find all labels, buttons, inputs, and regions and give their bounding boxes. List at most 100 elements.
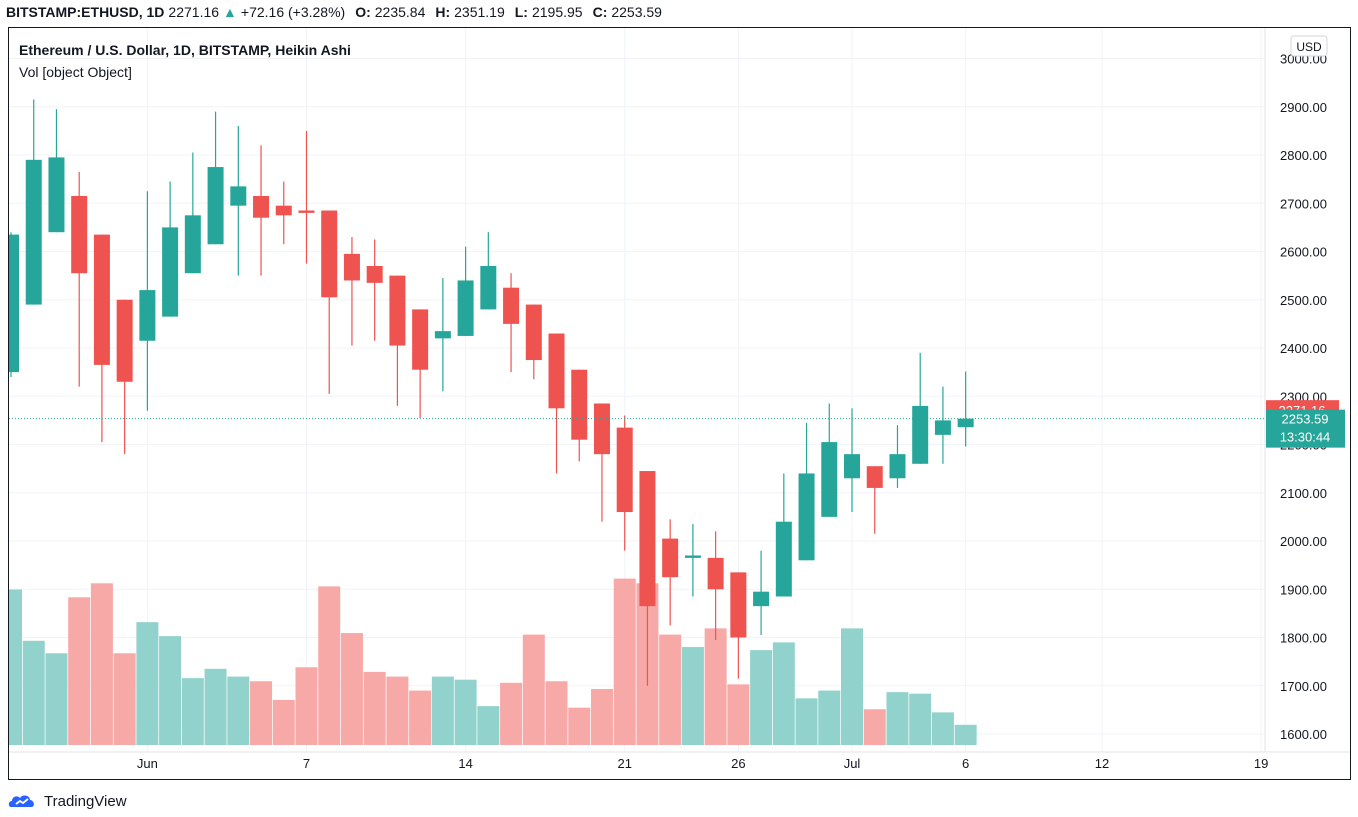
x-tick-label: 12	[1095, 756, 1109, 771]
candle-body	[389, 275, 406, 346]
y-tick-label: 2400.00	[1280, 341, 1327, 356]
volume-bar	[68, 597, 91, 745]
volume-bar	[590, 689, 613, 745]
volume-bar	[431, 676, 454, 745]
candle-body	[503, 287, 520, 324]
candle-body	[253, 196, 270, 218]
y-tick-label: 1900.00	[1280, 582, 1327, 597]
change-value: +72.16 (+3.28%)	[240, 4, 346, 20]
candle-body	[912, 405, 929, 464]
volume-bar	[227, 676, 250, 745]
volume-bar	[454, 679, 477, 745]
candles	[9, 99, 974, 686]
low-label: L:	[514, 4, 528, 20]
candle-body	[321, 210, 338, 298]
volume-bar	[568, 707, 591, 745]
legend-volume[interactable]: Vol [object Object]	[19, 64, 132, 80]
candle-body	[275, 205, 292, 216]
volume-bars	[9, 578, 977, 745]
candle-body	[525, 304, 542, 361]
volume-bar	[386, 676, 409, 745]
volume-bar	[90, 583, 113, 745]
y-tick-label: 2500.00	[1280, 293, 1327, 308]
y-tick-label: 2600.00	[1280, 245, 1327, 260]
candle-body	[866, 466, 883, 488]
symbol-header: BITSTAMP:ETHUSD, 1D 2271.16 ▲ +72.16 (+3…	[6, 2, 662, 22]
volume-bar	[22, 640, 45, 745]
candle-body	[162, 227, 179, 317]
candle-body	[139, 290, 156, 341]
candle-body	[71, 196, 88, 274]
volume-bar	[863, 709, 886, 745]
volume-bar	[45, 653, 68, 745]
volume-bar	[841, 628, 864, 745]
candle-body	[48, 157, 65, 233]
volume-bar	[522, 634, 545, 745]
candle-body	[412, 309, 429, 370]
x-tick-label: 14	[458, 756, 472, 771]
volume-bar	[500, 682, 523, 745]
candle-body	[93, 234, 110, 365]
candle-body	[343, 253, 360, 281]
currency-button[interactable]: USD	[1290, 35, 1328, 57]
y-tick-label: 1800.00	[1280, 631, 1327, 646]
candle-body	[9, 234, 19, 373]
candle-body	[207, 167, 224, 245]
candle-body	[844, 454, 861, 479]
volume-bar	[204, 668, 227, 745]
volume-bar	[954, 724, 977, 745]
volume-bar	[409, 690, 432, 745]
volume-bar	[250, 681, 273, 745]
change-arrow-icon: ▲	[223, 4, 237, 20]
countdown-text: 13:30:44	[1280, 430, 1331, 445]
x-tick-label: 19	[1254, 756, 1268, 771]
low-value: 2195.95	[531, 4, 583, 20]
y-tick-label: 2100.00	[1280, 486, 1327, 501]
price-axis: 1600.00 1700.00 1800.00 1900.00 2000.00 2100.…	[1280, 52, 1327, 743]
candle-body	[593, 403, 610, 455]
x-tick-label: 7	[303, 756, 310, 771]
time-axis: Jun 7 14 21 26 Jul 6 12 19	[137, 756, 1268, 771]
candle-body	[662, 538, 679, 578]
y-tick-label: 1700.00	[1280, 679, 1327, 694]
volume-bar	[886, 692, 909, 745]
high-value: 2351.19	[454, 4, 505, 20]
high-label: H:	[435, 4, 451, 20]
volume-bar	[659, 634, 682, 745]
y-tick-label: 2000.00	[1280, 534, 1327, 549]
x-tick-label: 6	[962, 756, 969, 771]
volume-bar	[818, 690, 841, 745]
volume-bar	[909, 693, 932, 745]
volume-bar	[727, 684, 750, 745]
volume-bar	[181, 678, 204, 745]
candle-body	[957, 418, 974, 428]
candle-body	[707, 557, 724, 590]
candle-body	[616, 427, 633, 513]
close-label: C:	[592, 4, 608, 20]
volume-bar	[704, 628, 727, 745]
candle-body	[366, 265, 383, 283]
x-tick-label: Jul	[844, 756, 861, 771]
volume-bar	[772, 642, 795, 745]
candle-body	[25, 159, 42, 305]
candle-body	[184, 215, 201, 274]
candle-body	[639, 471, 656, 607]
tradingview-logo[interactable]: TradingView	[8, 792, 127, 810]
symbol-label[interactable]: BITSTAMP:ETHUSD, 1D	[6, 4, 165, 20]
volume-bar	[113, 653, 136, 745]
volume-bar	[318, 586, 341, 745]
y-tick-label: 1600.00	[1280, 727, 1327, 742]
volume-bar	[9, 589, 22, 745]
candle-body	[230, 186, 247, 206]
tradingview-cloud-icon	[8, 795, 34, 807]
open-value: 2235.84	[374, 4, 426, 20]
chart-frame[interactable]	[8, 27, 1351, 780]
volume-bar	[613, 578, 636, 745]
x-tick-label: Jun	[137, 756, 158, 771]
close-price-tag: 2253.59 13:30:44	[1266, 409, 1345, 448]
volume-bar	[340, 633, 363, 745]
candle-body	[457, 280, 474, 336]
currency-label: USD	[1296, 40, 1322, 54]
legend-title[interactable]: Ethereum / U.S. Dollar, 1D, BITSTAMP, He…	[19, 42, 351, 58]
